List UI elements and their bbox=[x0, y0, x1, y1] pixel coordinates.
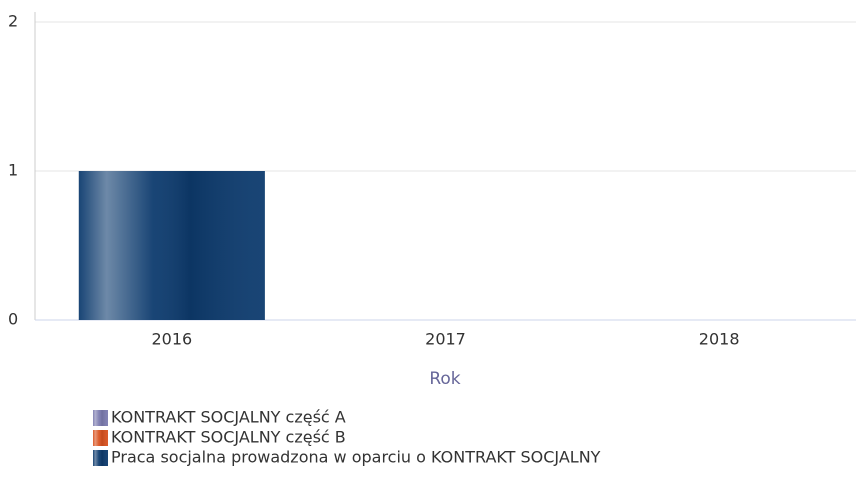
legend-swatch-shine bbox=[93, 410, 108, 426]
legend-label: Praca socjalna prowadzona w oparciu o KO… bbox=[111, 448, 601, 467]
y-tick-label: 2 bbox=[8, 12, 18, 31]
bar-shine bbox=[78, 171, 265, 320]
x-axis-title: Rok bbox=[429, 369, 460, 389]
legend-swatch-shine bbox=[93, 430, 108, 446]
x-tick-label: 2017 bbox=[425, 330, 466, 349]
x-tick-label: 2018 bbox=[699, 330, 740, 349]
y-tick-label: 0 bbox=[8, 310, 18, 329]
y-tick-label: 1 bbox=[8, 161, 18, 180]
x-tick-label: 2016 bbox=[151, 330, 192, 349]
legend-label: KONTRAKT SOCJALNY część A bbox=[111, 408, 346, 427]
legend-swatch-shine bbox=[93, 450, 108, 466]
legend-label: KONTRAKT SOCJALNY część B bbox=[111, 428, 346, 447]
